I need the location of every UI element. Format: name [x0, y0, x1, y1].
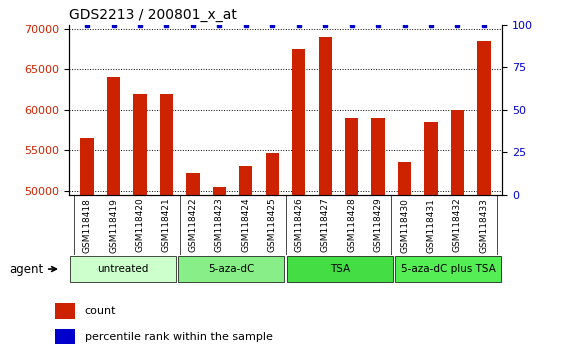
Bar — [345, 118, 358, 354]
Text: TSA: TSA — [329, 264, 350, 274]
Bar — [134, 93, 147, 354]
Text: GSM118419: GSM118419 — [109, 198, 118, 253]
Text: GSM118420: GSM118420 — [135, 198, 144, 252]
Text: GSM118421: GSM118421 — [162, 198, 171, 252]
Text: untreated: untreated — [97, 264, 148, 274]
Text: GDS2213 / 200801_x_at: GDS2213 / 200801_x_at — [69, 8, 236, 22]
Text: GSM118429: GSM118429 — [373, 198, 383, 252]
Bar — [292, 49, 305, 354]
Text: GSM118433: GSM118433 — [480, 198, 488, 253]
Text: GSM118418: GSM118418 — [83, 198, 91, 253]
Bar — [372, 118, 385, 354]
FancyBboxPatch shape — [395, 256, 501, 282]
Bar — [319, 37, 332, 354]
Bar — [424, 122, 437, 354]
Bar — [477, 41, 490, 354]
Text: GSM118431: GSM118431 — [427, 198, 436, 253]
Bar — [451, 110, 464, 354]
Text: GSM118430: GSM118430 — [400, 198, 409, 253]
Bar — [186, 173, 199, 354]
Bar — [81, 138, 94, 354]
Text: agent: agent — [9, 263, 57, 275]
Bar — [266, 153, 279, 354]
FancyBboxPatch shape — [70, 256, 176, 282]
Text: 5-aza-dC: 5-aza-dC — [208, 264, 255, 274]
Text: GSM118423: GSM118423 — [215, 198, 224, 252]
Bar — [55, 329, 75, 344]
Text: GSM118427: GSM118427 — [321, 198, 329, 252]
Bar — [160, 93, 173, 354]
Text: GSM118425: GSM118425 — [268, 198, 277, 252]
Bar — [398, 162, 411, 354]
Text: percentile rank within the sample: percentile rank within the sample — [85, 332, 272, 342]
Bar — [213, 187, 226, 354]
Bar — [239, 166, 252, 354]
Text: GSM118432: GSM118432 — [453, 198, 462, 252]
Text: GSM118422: GSM118422 — [188, 198, 198, 252]
Text: count: count — [85, 306, 116, 316]
Bar — [107, 78, 120, 354]
Text: GSM118424: GSM118424 — [242, 198, 250, 252]
FancyBboxPatch shape — [287, 256, 393, 282]
Text: GSM118426: GSM118426 — [294, 198, 303, 252]
Text: 5-aza-dC plus TSA: 5-aza-dC plus TSA — [401, 264, 496, 274]
Text: GSM118428: GSM118428 — [347, 198, 356, 252]
FancyBboxPatch shape — [178, 256, 284, 282]
Bar — [55, 303, 75, 319]
